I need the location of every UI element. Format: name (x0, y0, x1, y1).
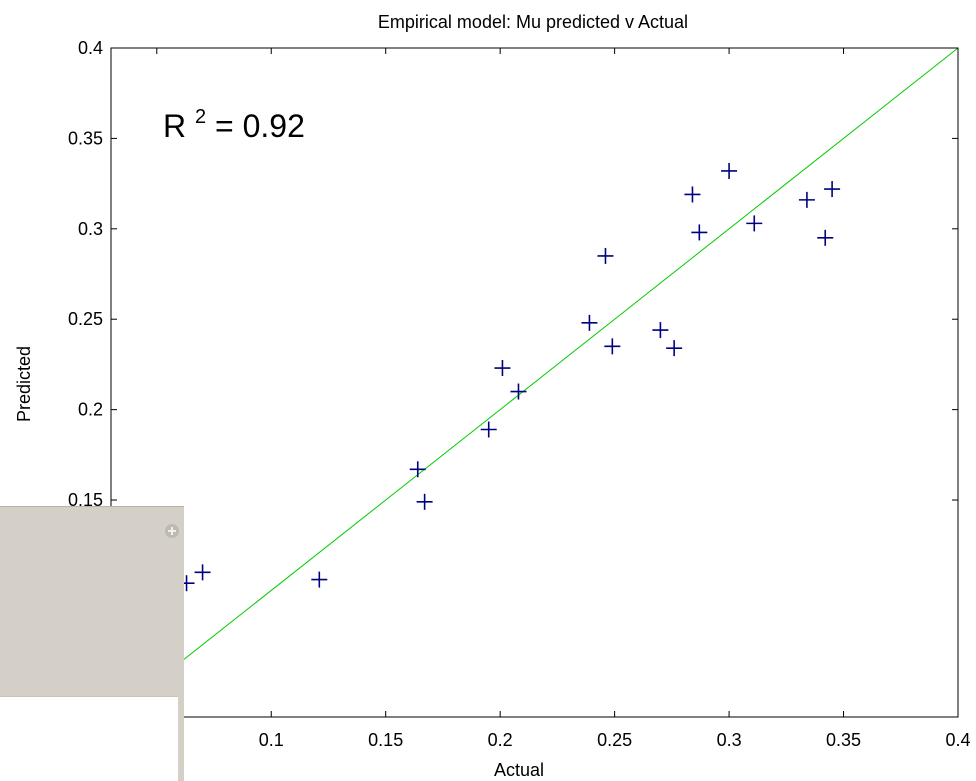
x-tick-label: 0.35 (826, 730, 861, 750)
data-point (746, 215, 763, 232)
data-point (416, 493, 433, 510)
data-point (510, 383, 527, 400)
plus-icon[interactable] (165, 524, 179, 538)
x-tick-label: 0.25 (597, 730, 632, 750)
x-axis-label: Actual (494, 760, 544, 780)
data-point (409, 461, 426, 478)
data-point (684, 186, 701, 203)
r-squared-exponent: 2 (195, 106, 206, 128)
y-tick-label: 0.15 (68, 490, 103, 510)
r-squared-value: = 0.92 (215, 108, 305, 144)
data-point (824, 181, 841, 198)
x-tick-label: 0.2 (488, 730, 513, 750)
chart-title: Empirical model: Mu predicted v Actual (378, 12, 688, 32)
x-tick-label: 0.3 (717, 730, 742, 750)
r-squared-annotation: R 2 = 0.92 (163, 94, 305, 144)
overlay-panel (0, 506, 184, 697)
data-point (604, 338, 621, 355)
plot-area: 0.050.10.150.20.250.30.350.40.150.20.250… (68, 38, 971, 750)
data-point (480, 421, 497, 438)
y-axis-label: Predicted (14, 346, 34, 422)
data-point (652, 322, 669, 339)
data-point (194, 564, 211, 581)
data-point (721, 162, 738, 179)
fit-line (110, 47, 959, 718)
r-squared-base: R (163, 108, 186, 144)
data-point (817, 229, 834, 246)
data-point (798, 191, 815, 208)
y-tick-label: 0.35 (68, 128, 103, 148)
plot-frame (110, 47, 959, 718)
x-tick-label: 0.1 (259, 730, 284, 750)
data-point (691, 224, 708, 241)
overlay-panel-footer (0, 696, 184, 781)
x-tick-label: 0.4 (945, 730, 970, 750)
data-point (581, 314, 598, 331)
overlay-panel-edge (178, 696, 184, 781)
x-tick-label: 0.15 (368, 730, 403, 750)
data-point (666, 340, 683, 357)
y-tick-label: 0.3 (78, 219, 103, 239)
data-point (597, 247, 614, 264)
data-point (494, 360, 511, 377)
data-point (311, 571, 328, 588)
y-tick-label: 0.4 (78, 38, 103, 58)
y-tick-label: 0.2 (78, 400, 103, 420)
y-tick-label: 0.25 (68, 309, 103, 329)
